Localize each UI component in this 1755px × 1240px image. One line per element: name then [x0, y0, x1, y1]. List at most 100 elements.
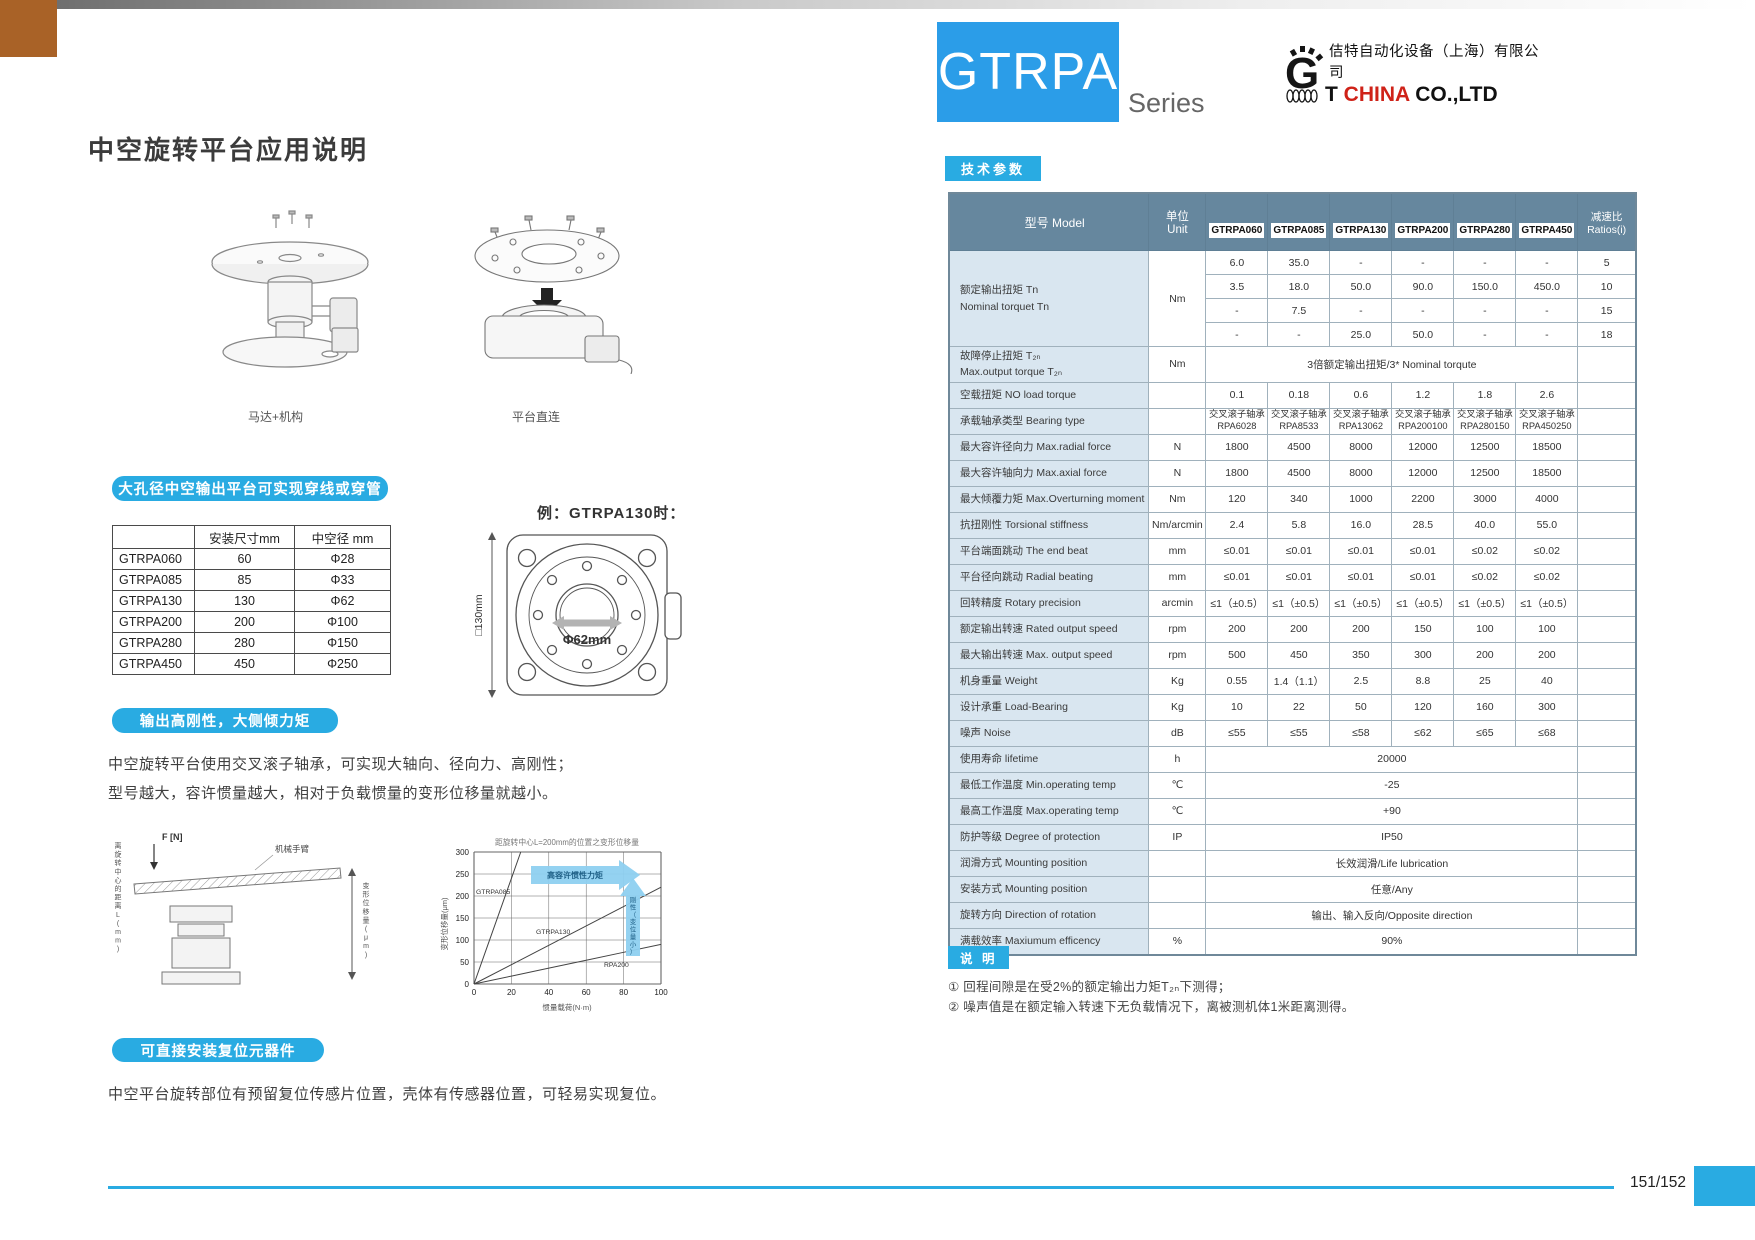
specs-table-body: 额定输出扭矩 Tn Nominal torquet Tn Nm 6.0 35.0- - -… [948, 250, 1637, 956]
logo-word-coltd: CO.,LTD [1415, 83, 1498, 106]
bore-diameter-cell: Φ62 [294, 590, 391, 612]
bore-size-cell: 60 [194, 548, 295, 570]
company-name-en: T CHINA CO.,LTD [1325, 83, 1548, 107]
spec-value: ≤0.01 [1329, 563, 1393, 591]
vertical-label-char: 离 [115, 841, 122, 850]
vertical-label-char: 位 [630, 925, 637, 934]
spec-ratio-value: 5 [1577, 250, 1637, 275]
flange-side-dimension: □130mm [473, 594, 485, 636]
spec-value: ≤62 [1391, 719, 1455, 747]
spec-ratio-empty [1577, 485, 1637, 513]
bore-table-header-row: 安装尺寸mm 中空径 mm [112, 525, 391, 549]
bore-table-row: GTRPA130 130 Φ62 [112, 590, 391, 612]
high-inertia-arrow [531, 860, 640, 890]
tech-params-badge: 技术参数 [945, 156, 1042, 181]
spec-label: 最大输出转速 Max. output speed [948, 641, 1150, 669]
spec-value: - [1391, 250, 1455, 275]
spec-value: ≤1（±0.5） [1205, 589, 1269, 617]
direct-connection-illustration [474, 215, 633, 374]
spec-value: 1000 [1329, 485, 1393, 513]
spec-value: - [1515, 298, 1579, 323]
series-code-box: GTRPA [937, 22, 1119, 122]
vertical-label-char: m [115, 938, 121, 945]
specs-row: 平台径向跳动 Radial beating mm ≤0.01 ≤0.01 ≤0.01 ≤0… [948, 563, 1637, 591]
vertical-label-char: 移 [363, 907, 370, 916]
model-name-box: GTRPA130 [1333, 222, 1389, 238]
spec-unit: ℃ [1148, 797, 1207, 825]
vertical-label-char: ） [630, 948, 637, 956]
spec-label: 故障停止扭矩 T₂ₙ Max.output torque T₂ₙ [948, 346, 1150, 383]
specs-row: 安装方式 Mounting position 任意/Any [948, 875, 1637, 903]
spec-ratio-empty [1577, 511, 1637, 539]
specs-header-ratio: 减速比 Ratios(i) [1577, 192, 1637, 251]
vertical-label-char: 量 [630, 933, 637, 941]
spec-span-value: 20000 [1205, 745, 1579, 773]
bore-table-row: GTRPA200 200 Φ100 [112, 611, 391, 633]
bore-model-cell: GTRPA200 [112, 611, 195, 633]
model-name-box: GTRPA280 [1457, 222, 1513, 238]
specs-row: 额定输出转速 Rated output speed rpm 200 200 200 150… [948, 615, 1637, 643]
model-name-box: GTRPA060 [1209, 222, 1265, 238]
specs-row: 润滑方式 Mounting position 长效润滑/Life lubricat… [948, 849, 1637, 877]
spec-label: 回转精度 Rotary precision [948, 589, 1150, 617]
spec-value: 交叉滚子轴承 RPA8533 [1267, 407, 1331, 435]
x-tick-label: 80 [619, 988, 628, 997]
spec-value: 450.0 [1515, 274, 1579, 299]
spec-value: 4000 [1515, 485, 1579, 513]
spec-label: 承载轴承类型 Bearing type [948, 407, 1150, 435]
spec-unit: % [1148, 927, 1207, 956]
bore-diameter-cell: Φ100 [294, 611, 391, 633]
spec-value: 35.0 [1267, 250, 1331, 275]
specs-row: 空载扭矩 NO load torque 0.1 0.18 0.6 1.2 1.8 2.6 [948, 381, 1637, 409]
spec-value: ≤0.01 [1391, 563, 1455, 591]
illustration1-label: 马达+机构 [248, 410, 304, 424]
spec-label: 机身重量 Weight [948, 667, 1150, 695]
notes-badge: 说 明 [948, 946, 1010, 969]
corner-accent-square [0, 0, 57, 57]
force-label: F [N] [162, 832, 183, 842]
spec-value: ≤0.01 [1391, 537, 1455, 565]
spec-unit: Nm [1148, 485, 1207, 513]
spec-value: 1.2 [1391, 381, 1455, 409]
spec-value: 200 [1515, 641, 1579, 669]
spec-unit: dB [1148, 719, 1207, 747]
spec-unit: N [1148, 433, 1207, 461]
specs-header-model: 型号 Model [948, 192, 1150, 251]
spec-value: 340 [1267, 485, 1331, 513]
spec-value: 交叉滚子轴承 RPA280150 [1453, 407, 1517, 435]
feature-banner-reset-sensor: 可直接安装复位元器件 [112, 1038, 324, 1062]
spec-value: ≤1（±0.5） [1391, 589, 1455, 617]
spec-value: 120 [1391, 693, 1455, 721]
spec-value: ≤0.01 [1267, 537, 1331, 565]
vertical-label-char: 旋 [115, 850, 122, 859]
mech-displacement-label-layer: 变形位移量 (μm) [363, 881, 370, 959]
spec-label: 设计承重 Load-Bearing [948, 693, 1150, 721]
spec-value: 150.0 [1453, 274, 1517, 299]
spec-value: - [1267, 322, 1331, 347]
spec-span-value: 输出、输入反向/Opposite direction [1205, 901, 1579, 929]
specs-row: 抗扭刚性 Torsional stiffness Nm/arcmin 2.4 5.8 1… [948, 511, 1637, 539]
spec-value: 300 [1515, 693, 1579, 721]
spec-label: 旋转方向 Direction of rotation [948, 901, 1150, 929]
spec-value: 12000 [1391, 459, 1455, 487]
vertical-label-char: ) [117, 946, 119, 953]
specs-header-model-col: GTRPA200 [1391, 192, 1455, 251]
spec-label: 平台径向跳动 Radial beating [948, 563, 1150, 591]
spec-label: 最高工作温度 Max.operating temp [948, 797, 1150, 825]
page-title: 中空旋转平台应用说明 [88, 135, 369, 165]
bore-size-cell: 280 [194, 632, 295, 654]
spec-label: 平台端面跳动 The end beat [948, 537, 1150, 565]
spec-unit: arcmin [1148, 589, 1207, 617]
note-2: ② 噪声值是在额定输入转速下无负载情况下，离被测机体1米距离测得。 [948, 1000, 1355, 1014]
specs-row: 最高工作温度 Max.operating temp ℃ +90 [948, 797, 1637, 825]
spec-value: 100 [1453, 615, 1517, 643]
spec-value: ≤0.02 [1453, 563, 1517, 591]
spec-unit: rpm [1148, 641, 1207, 669]
vertical-label-char: 位 [363, 898, 370, 907]
spec-label: 最大容许径向力 Max.radial force [948, 433, 1150, 461]
spec-value: 40.0 [1453, 511, 1517, 539]
footer-accent-bar [1694, 1166, 1755, 1206]
feature-banner-rigidity: 输出高刚性，大侧倾力矩 [112, 708, 338, 733]
series-word: Series [1128, 88, 1205, 118]
bore-model-cell: GTRPA130 [112, 590, 195, 612]
